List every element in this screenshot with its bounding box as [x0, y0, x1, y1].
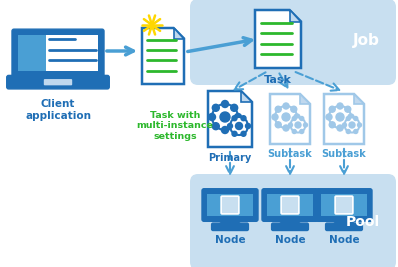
FancyBboxPatch shape [7, 75, 109, 89]
Circle shape [343, 123, 347, 127]
Polygon shape [255, 10, 301, 68]
Circle shape [241, 116, 246, 121]
Text: Node: Node [215, 235, 245, 245]
FancyBboxPatch shape [190, 174, 396, 267]
FancyBboxPatch shape [221, 196, 239, 214]
Circle shape [295, 122, 301, 128]
Circle shape [230, 117, 248, 135]
Text: Primary: Primary [209, 153, 252, 163]
Circle shape [291, 122, 297, 128]
Circle shape [275, 106, 281, 112]
Polygon shape [324, 94, 364, 144]
Polygon shape [142, 28, 184, 84]
Text: Node: Node [275, 235, 305, 245]
Text: Node: Node [329, 235, 359, 245]
Circle shape [272, 114, 278, 120]
Circle shape [354, 116, 358, 120]
Circle shape [212, 104, 219, 111]
Circle shape [294, 114, 300, 120]
Circle shape [300, 129, 304, 134]
Polygon shape [208, 91, 252, 147]
Circle shape [329, 106, 335, 112]
FancyBboxPatch shape [271, 223, 308, 230]
Circle shape [220, 112, 230, 122]
Circle shape [345, 122, 351, 128]
Polygon shape [215, 219, 244, 227]
Polygon shape [330, 219, 359, 227]
Circle shape [348, 114, 354, 120]
Circle shape [337, 125, 343, 131]
Polygon shape [241, 91, 252, 102]
Text: Subtask: Subtask [267, 149, 312, 159]
FancyBboxPatch shape [212, 223, 248, 230]
Circle shape [283, 125, 289, 131]
Circle shape [329, 122, 335, 128]
Circle shape [234, 113, 242, 120]
Circle shape [329, 106, 351, 128]
Circle shape [346, 116, 350, 120]
FancyBboxPatch shape [18, 35, 46, 71]
Circle shape [209, 113, 215, 120]
Circle shape [292, 129, 296, 134]
FancyBboxPatch shape [207, 194, 253, 216]
Circle shape [236, 123, 242, 129]
Circle shape [346, 129, 350, 134]
Polygon shape [300, 94, 310, 104]
Circle shape [345, 106, 351, 112]
Polygon shape [289, 10, 301, 22]
Circle shape [354, 129, 358, 134]
FancyBboxPatch shape [18, 35, 98, 71]
FancyBboxPatch shape [267, 194, 313, 216]
Polygon shape [174, 28, 184, 38]
Circle shape [336, 113, 344, 121]
FancyBboxPatch shape [281, 196, 299, 214]
Circle shape [326, 114, 332, 120]
Circle shape [231, 104, 238, 111]
FancyBboxPatch shape [335, 196, 353, 214]
FancyBboxPatch shape [202, 189, 258, 221]
Circle shape [300, 116, 304, 120]
Circle shape [282, 113, 290, 121]
Polygon shape [270, 94, 310, 144]
FancyBboxPatch shape [262, 189, 318, 221]
Circle shape [222, 127, 228, 134]
Circle shape [275, 106, 297, 128]
Text: Subtask: Subtask [322, 149, 367, 159]
Circle shape [232, 131, 237, 136]
Circle shape [345, 117, 359, 132]
FancyBboxPatch shape [12, 29, 104, 79]
FancyBboxPatch shape [321, 194, 367, 216]
Circle shape [246, 124, 250, 128]
Circle shape [292, 116, 296, 120]
Circle shape [212, 123, 219, 130]
Circle shape [283, 103, 289, 109]
Circle shape [241, 131, 246, 136]
Text: Task: Task [264, 75, 292, 85]
Text: Client
application: Client application [25, 99, 91, 121]
Circle shape [212, 104, 238, 130]
FancyBboxPatch shape [190, 0, 396, 85]
FancyBboxPatch shape [44, 79, 72, 85]
Circle shape [357, 123, 361, 127]
Text: Pool: Pool [346, 215, 380, 229]
FancyBboxPatch shape [316, 189, 372, 221]
Circle shape [232, 116, 237, 121]
Circle shape [349, 122, 355, 128]
Circle shape [304, 123, 308, 127]
Text: Task with
multi-instance
settings: Task with multi-instance settings [137, 111, 213, 141]
Circle shape [275, 122, 281, 128]
FancyBboxPatch shape [326, 223, 363, 230]
Text: Job: Job [353, 33, 380, 48]
Circle shape [228, 124, 232, 128]
Circle shape [231, 123, 238, 130]
Polygon shape [354, 94, 364, 104]
Circle shape [291, 117, 306, 132]
Circle shape [222, 100, 228, 108]
Circle shape [337, 103, 343, 109]
Circle shape [289, 123, 293, 127]
Circle shape [291, 106, 297, 112]
Polygon shape [275, 219, 304, 227]
